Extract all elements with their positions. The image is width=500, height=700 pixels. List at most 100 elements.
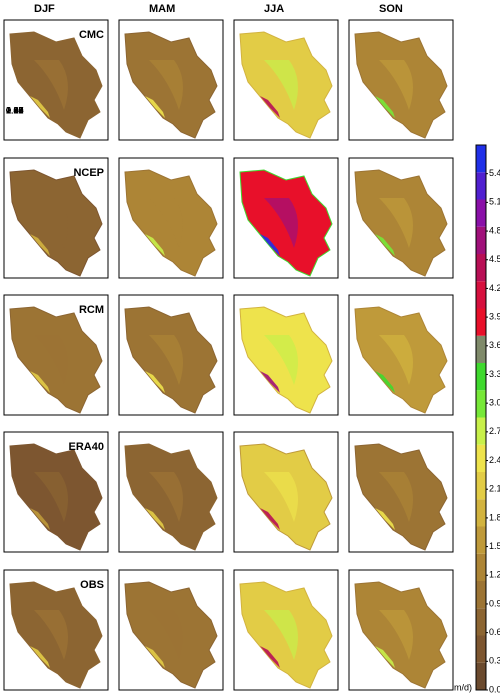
colorbar-band bbox=[476, 581, 486, 609]
region-shading bbox=[264, 60, 298, 110]
region-edge bbox=[375, 646, 395, 668]
panel-value: 1.17 bbox=[6, 105, 24, 115]
panel-value: 0.92 bbox=[6, 105, 24, 115]
row-label: CMC bbox=[79, 29, 104, 41]
region-shading bbox=[34, 472, 68, 522]
colorbar-tick-label: 0.0 bbox=[489, 684, 500, 694]
map-panel bbox=[118, 431, 224, 553]
panel-value: 1.38 bbox=[6, 105, 24, 115]
colorbar-band bbox=[476, 444, 486, 472]
colorbar-band bbox=[476, 662, 486, 690]
map-panel bbox=[348, 294, 454, 416]
region-edge bbox=[145, 96, 165, 118]
column-header: SON bbox=[379, 3, 403, 15]
colorbar-tick-label: 3.9 bbox=[489, 311, 500, 321]
region-shading bbox=[379, 60, 413, 110]
colorbar-band bbox=[476, 526, 486, 554]
region-edge bbox=[260, 371, 280, 393]
region-edge bbox=[260, 234, 280, 256]
panel-value: 2.29 bbox=[6, 105, 24, 115]
colorbar-band bbox=[476, 199, 486, 227]
region-shading bbox=[264, 335, 298, 385]
colorbar-tick-label: 4.5 bbox=[489, 254, 500, 264]
panel-value: 1.02 bbox=[6, 105, 24, 115]
colorbar-band bbox=[476, 281, 486, 309]
panel-value: 0.57 bbox=[6, 105, 24, 115]
region-edge bbox=[375, 371, 395, 393]
region-edge bbox=[260, 646, 280, 668]
region-edge bbox=[30, 96, 50, 118]
map-panel bbox=[118, 294, 224, 416]
map-panel bbox=[233, 19, 339, 141]
map-panel bbox=[118, 19, 224, 141]
region-edge bbox=[375, 96, 395, 118]
region-edge bbox=[30, 371, 50, 393]
map-panel: ERA40 bbox=[3, 431, 109, 553]
colorbar-tick-label: 1.2 bbox=[489, 570, 500, 580]
region-shading bbox=[379, 472, 413, 522]
map-panel bbox=[118, 569, 224, 691]
colorbar-tick-label: 2.4 bbox=[489, 455, 500, 465]
region-shading bbox=[149, 472, 183, 522]
colorbar-band bbox=[476, 635, 486, 663]
colorbar-tick-label: 5.4 bbox=[489, 168, 500, 178]
region-shading bbox=[34, 610, 68, 660]
column-header: MAM bbox=[149, 3, 175, 15]
row-label: ERA40 bbox=[69, 441, 104, 453]
map-panel bbox=[348, 569, 454, 691]
colorbar-tick-label: 4.8 bbox=[489, 225, 500, 235]
map-panel bbox=[233, 157, 339, 279]
map-panel bbox=[348, 157, 454, 279]
colorbar-tick-label: 2.7 bbox=[489, 426, 500, 436]
region-edge bbox=[260, 96, 280, 118]
panel-value: 2.19 bbox=[6, 105, 24, 115]
panel-value: 2.06 bbox=[6, 105, 24, 115]
colorbar-band bbox=[476, 472, 486, 500]
colorbar-band bbox=[476, 417, 486, 445]
map-panel bbox=[348, 431, 454, 553]
region-shading bbox=[379, 335, 413, 385]
region-edge bbox=[260, 508, 280, 530]
region-shading bbox=[34, 198, 68, 248]
colorbar-tick-label: 4.2 bbox=[489, 283, 500, 293]
colorbar-tick-label: 0.3 bbox=[489, 656, 500, 666]
map-panel bbox=[233, 569, 339, 691]
region-shading bbox=[149, 60, 183, 110]
colorbar-tick-label: 3.3 bbox=[489, 369, 500, 379]
panel-value: 1.24 bbox=[6, 105, 24, 115]
map-panel: RCM bbox=[3, 294, 109, 416]
region-shading bbox=[379, 198, 413, 248]
region-edge bbox=[145, 234, 165, 256]
region-edge bbox=[375, 508, 395, 530]
colorbar-tick-label: 1.8 bbox=[489, 512, 500, 522]
row-label: OBS bbox=[80, 579, 104, 591]
row-label: RCM bbox=[79, 304, 104, 316]
region-shading bbox=[34, 60, 68, 110]
panel-value: 0.81 bbox=[6, 105, 24, 115]
colorbar-band bbox=[476, 335, 486, 363]
region-edge bbox=[375, 234, 395, 256]
colorbar-band bbox=[476, 172, 486, 200]
panel-value: 1.03 bbox=[6, 105, 24, 115]
map-panel bbox=[233, 431, 339, 553]
colorbar-tick-label: 0.9 bbox=[489, 598, 500, 608]
region-shading bbox=[379, 610, 413, 660]
colorbar-unit: m/d) bbox=[454, 682, 472, 692]
column-header: DJF bbox=[34, 3, 55, 15]
region-shading bbox=[149, 610, 183, 660]
colorbar-band bbox=[476, 145, 486, 173]
region-edge bbox=[145, 371, 165, 393]
colorbar-band bbox=[476, 254, 486, 282]
region-edge bbox=[145, 646, 165, 668]
panel-value: 3.95 bbox=[6, 105, 24, 115]
colorbar-tick-label: 3.6 bbox=[489, 340, 500, 350]
panel-value: 0.89 bbox=[6, 105, 24, 115]
region-edge bbox=[30, 234, 50, 256]
panel-value: 0.85 bbox=[6, 105, 24, 115]
colorbar-band bbox=[476, 363, 486, 391]
map-panel: CMC bbox=[3, 19, 109, 141]
colorbar-band bbox=[476, 553, 486, 581]
panel-value: 0.80 bbox=[6, 105, 24, 115]
map-panel: OBS bbox=[3, 569, 109, 691]
